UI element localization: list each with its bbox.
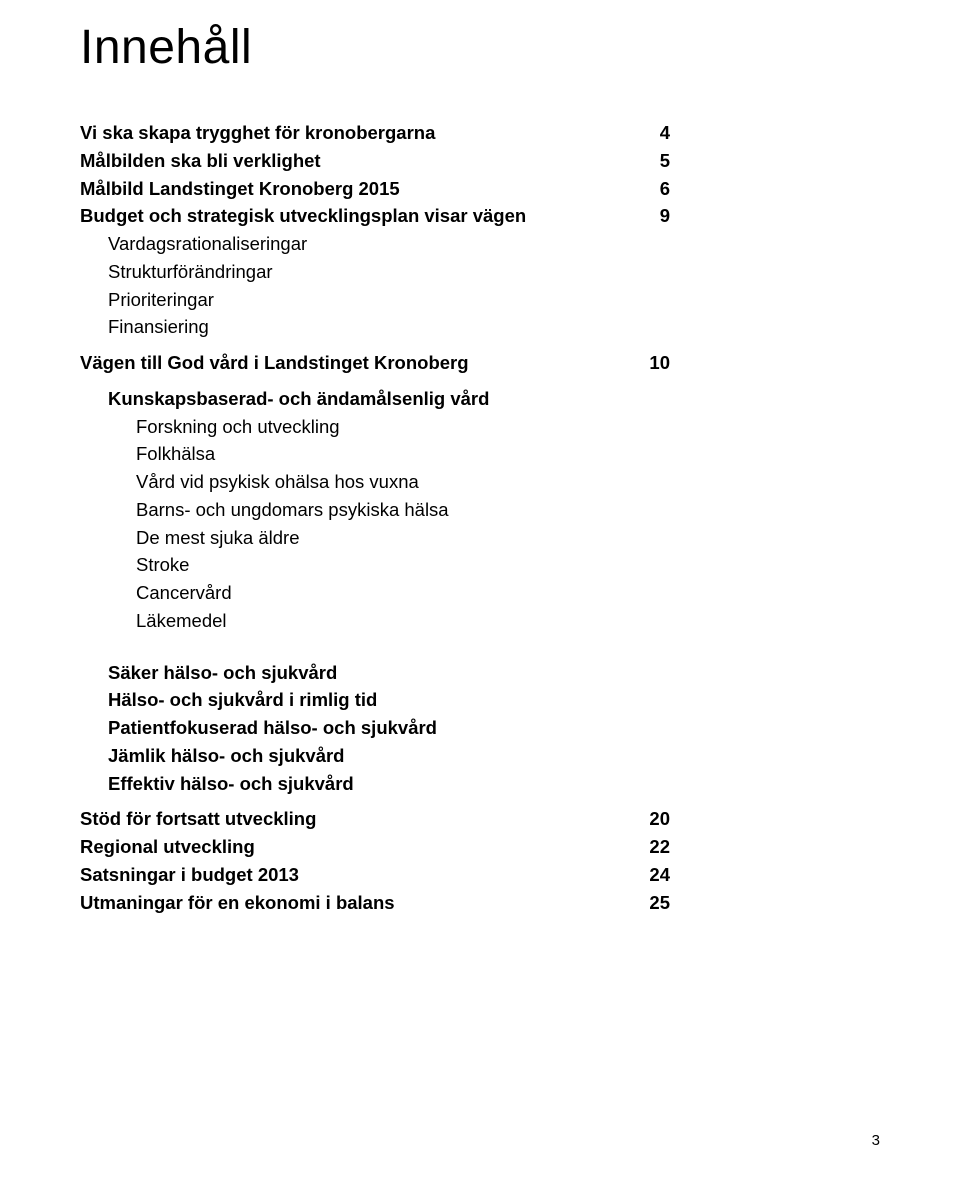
toc-page: 4 xyxy=(640,119,670,147)
toc-page: 24 xyxy=(640,861,670,889)
toc-subitem: Jämlik hälso- och sjukvård xyxy=(108,742,670,770)
toc-subitem: Prioriteringar xyxy=(108,286,670,314)
toc-label: Satsningar i budget 2013 xyxy=(80,861,299,889)
toc-subitem: Cancervård xyxy=(136,579,670,607)
toc-subitem: Vård vid psykisk ohälsa hos vuxna xyxy=(136,468,670,496)
toc-subitem: Läkemedel xyxy=(136,607,670,635)
toc-entry: Utmaningar för en ekonomi i balans 25 xyxy=(80,889,670,917)
toc-subitem: De mest sjuka äldre xyxy=(136,524,670,552)
toc-page: 20 xyxy=(640,805,670,833)
toc-page: 5 xyxy=(640,147,670,175)
toc-page: 9 xyxy=(640,202,670,230)
toc-entry: Vägen till God vård i Landstinget Kronob… xyxy=(80,349,670,377)
toc-subitem: Hälso- och sjukvård i rimlig tid xyxy=(108,686,670,714)
toc-subitem: Finansiering xyxy=(108,313,670,341)
page-container: Innehåll Vi ska skapa trygghet för krono… xyxy=(0,0,960,916)
page-number-footer: 3 xyxy=(872,1132,880,1149)
toc-page: 25 xyxy=(640,889,670,917)
toc-label: Utmaningar för en ekonomi i balans xyxy=(80,889,395,917)
toc-entry: Budget och strategisk utvecklingsplan vi… xyxy=(80,202,670,230)
toc-label: Målbilden ska bli verklighet xyxy=(80,147,321,175)
toc-subitem: Stroke xyxy=(136,551,670,579)
toc-entry: Målbild Landstinget Kronoberg 2015 6 xyxy=(80,175,670,203)
toc-subitem: Barns- och ungdomars psykiska hälsa xyxy=(136,496,670,524)
toc-subitem: Effektiv hälso- och sjukvård xyxy=(108,770,670,798)
toc-label: Stöd för fortsatt utveckling xyxy=(80,805,316,833)
toc-page: 6 xyxy=(640,175,670,203)
toc-label: Målbild Landstinget Kronoberg 2015 xyxy=(80,175,400,203)
toc-subitem: Folkhälsa xyxy=(136,440,670,468)
toc-label: Vi ska skapa trygghet för kronobergarna xyxy=(80,119,435,147)
toc-subitem: Strukturförändringar xyxy=(108,258,670,286)
toc-subitem: Vardagsrationaliseringar xyxy=(108,230,670,258)
toc-page: 10 xyxy=(640,349,670,377)
toc-label: Vägen till God vård i Landstinget Kronob… xyxy=(80,349,469,377)
toc-subitem: Forskning och utveckling xyxy=(136,413,670,441)
toc-entry: Vi ska skapa trygghet för kronobergarna … xyxy=(80,119,670,147)
toc-label: Budget och strategisk utvecklingsplan vi… xyxy=(80,202,526,230)
toc-page: 22 xyxy=(640,833,670,861)
toc-subgroup: Säker hälso- och sjukvård Hälso- och sju… xyxy=(80,659,670,798)
toc-subitem: Kunskapsbaserad- och ändamålsenlig vård xyxy=(108,385,670,413)
toc-subsubgroup: Forskning och utveckling Folkhälsa Vård … xyxy=(108,413,670,635)
toc-label: Regional utveckling xyxy=(80,833,255,861)
toc-subitem: Patientfokuserad hälso- och sjukvård xyxy=(108,714,670,742)
toc-entry: Målbilden ska bli verklighet 5 xyxy=(80,147,670,175)
toc-subitem: Säker hälso- och sjukvård xyxy=(108,659,670,687)
toc-entry: Satsningar i budget 2013 24 xyxy=(80,861,670,889)
toc-subgroup: Kunskapsbaserad- och ändamålsenlig vård … xyxy=(80,385,670,635)
toc-subgroup: Vardagsrationaliseringar Strukturförändr… xyxy=(80,230,670,341)
page-title: Innehåll xyxy=(80,20,860,75)
table-of-contents: Vi ska skapa trygghet för kronobergarna … xyxy=(80,119,670,916)
toc-entry: Regional utveckling 22 xyxy=(80,833,670,861)
toc-entry: Stöd för fortsatt utveckling 20 xyxy=(80,805,670,833)
